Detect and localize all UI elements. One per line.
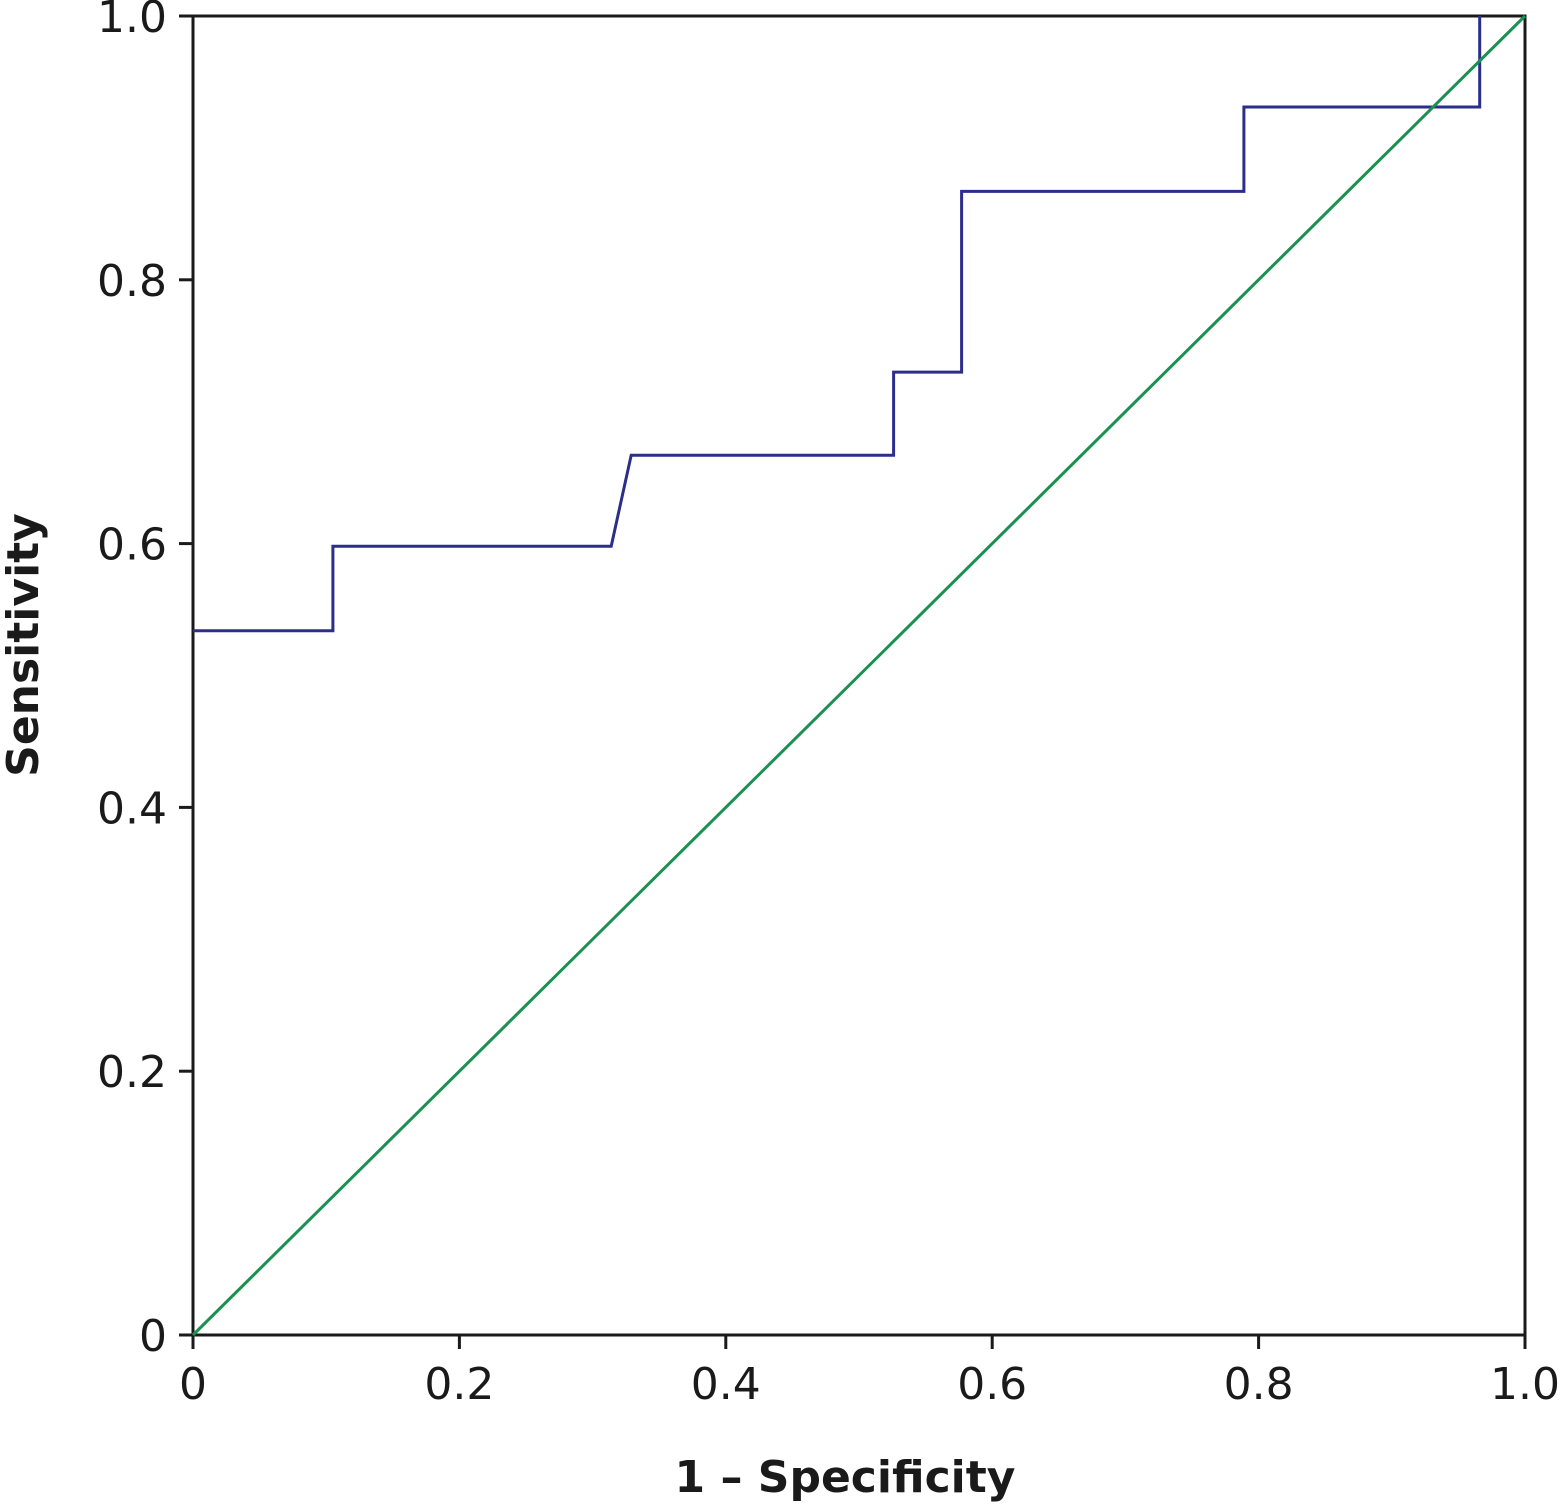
y-tick-label: 0.8 — [97, 256, 167, 307]
x-axis: 0 0.2 0.4 0.6 0.8 1.0 — [179, 1335, 1560, 1410]
y-tick-label: 1.0 — [97, 0, 167, 43]
roc-curve-line — [193, 16, 1482, 633]
series-layer — [191, 14, 1527, 1337]
x-tick-label: 1.0 — [1490, 1359, 1560, 1410]
y-tick-label: 0.6 — [97, 520, 167, 571]
y-tick-label: 0.2 — [97, 1047, 167, 1098]
reference-diagonal-line — [191, 14, 1527, 1337]
x-axis-title: 1 – Specificity — [675, 1452, 1016, 1503]
y-axis-title: Sensitivity — [0, 513, 49, 777]
x-tick-label: 0.4 — [691, 1359, 761, 1410]
y-tick-label: 0 — [139, 1311, 167, 1362]
plot-frame — [191, 14, 1527, 1337]
x-tick-label: 0.2 — [424, 1359, 494, 1410]
x-tick-label: 0.8 — [1224, 1359, 1294, 1410]
y-tick-label: 0.4 — [97, 783, 167, 834]
x-tick-label: 0 — [179, 1359, 207, 1410]
y-axis: 0 0.2 0.4 0.6 0.8 1.0 — [97, 0, 193, 1362]
x-tick-label: 0.6 — [957, 1359, 1027, 1410]
